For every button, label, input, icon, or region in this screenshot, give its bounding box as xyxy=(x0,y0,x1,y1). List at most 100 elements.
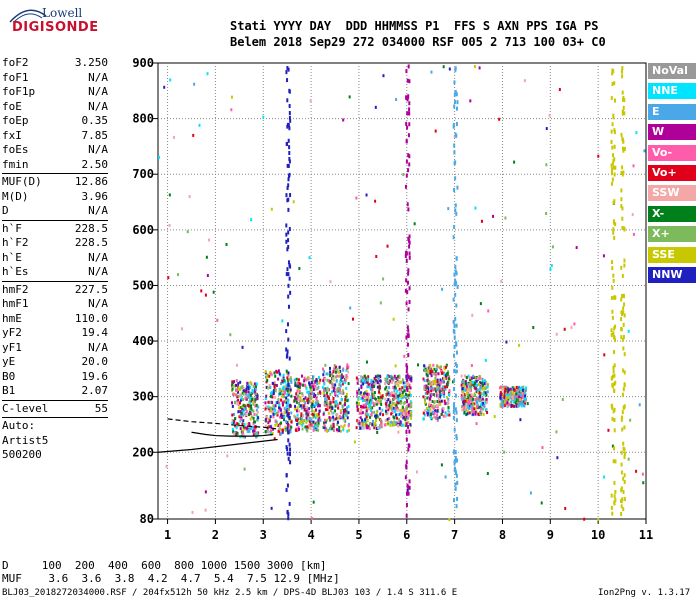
echo-point xyxy=(425,372,428,376)
echo-point xyxy=(329,380,332,384)
streak-point xyxy=(452,319,455,324)
streak-point xyxy=(622,322,625,327)
echo-point xyxy=(315,422,318,426)
echo-point xyxy=(322,391,325,395)
echo-point xyxy=(332,422,335,426)
echo-point xyxy=(357,398,360,402)
streak-point xyxy=(611,81,614,86)
echo-point xyxy=(363,419,366,423)
streak-point xyxy=(408,251,411,256)
echo-point xyxy=(226,454,229,458)
echo-point xyxy=(393,416,396,420)
echo-point xyxy=(252,384,255,388)
echo-point xyxy=(359,404,362,408)
echo-point xyxy=(500,398,503,402)
streak-point xyxy=(621,392,624,397)
streak-point xyxy=(452,409,455,414)
echo-point xyxy=(446,385,449,389)
echo-point xyxy=(324,402,327,406)
echo-point xyxy=(429,368,432,372)
streak-point xyxy=(285,193,288,198)
echo-point xyxy=(274,389,277,393)
echo-point xyxy=(329,399,332,403)
echo-point xyxy=(271,381,274,385)
echo-point xyxy=(314,387,317,391)
echo-point xyxy=(501,404,504,408)
echo-point xyxy=(268,374,271,378)
streak-point xyxy=(613,418,616,423)
streak-point xyxy=(452,328,455,333)
param-label: hmF2 xyxy=(2,282,29,296)
echo-point xyxy=(278,392,281,396)
echo-point xyxy=(373,410,376,414)
echo-point xyxy=(477,412,480,416)
echo-point xyxy=(443,399,446,403)
echo-point xyxy=(514,399,517,403)
streak-point xyxy=(285,272,288,277)
echo-point xyxy=(464,380,467,384)
echo-point xyxy=(517,392,520,396)
streak-point xyxy=(288,111,291,116)
echo-point xyxy=(511,404,514,408)
echo-point xyxy=(330,411,333,415)
echo-point xyxy=(301,427,304,431)
streak-point xyxy=(405,301,408,306)
echo-point xyxy=(470,387,473,391)
echo-point xyxy=(290,394,293,398)
echo-point xyxy=(366,406,369,410)
echo-point xyxy=(332,424,335,428)
echo-point xyxy=(409,377,412,381)
echo-point xyxy=(396,378,399,382)
echo-point xyxy=(359,416,362,420)
echo-point xyxy=(358,411,361,415)
echo-point xyxy=(344,380,347,384)
echo-point xyxy=(301,423,304,427)
param-row: foEp 0.35 xyxy=(2,114,108,129)
echo-point xyxy=(389,406,392,410)
echo-point xyxy=(485,398,488,402)
echo-point xyxy=(236,395,239,399)
streak-point xyxy=(404,475,407,480)
header-values: Belem 2018 Sep29 272 034000 RSF 005 2 71… xyxy=(230,35,606,49)
echo-point xyxy=(379,395,382,399)
streak-point xyxy=(620,511,623,516)
streak-point xyxy=(613,381,616,386)
echo-point xyxy=(322,379,325,383)
echo-point xyxy=(387,398,390,402)
echo-point xyxy=(269,429,272,433)
echo-point xyxy=(280,415,283,419)
echo-point xyxy=(384,397,387,401)
echo-point xyxy=(328,405,331,409)
echo-point xyxy=(431,381,434,385)
echo-point xyxy=(603,353,606,357)
streak-point xyxy=(611,285,614,290)
echo-point xyxy=(397,423,400,427)
echo-point xyxy=(247,393,250,397)
streak-point xyxy=(611,145,614,150)
echo-point xyxy=(338,425,341,429)
echo-point xyxy=(401,390,404,394)
streak-point xyxy=(454,208,457,213)
echo-point xyxy=(390,410,393,414)
echo-point xyxy=(329,401,332,405)
echo-point xyxy=(272,404,275,408)
echo-point xyxy=(404,418,407,422)
echo-point xyxy=(515,404,518,408)
echo-point xyxy=(367,413,370,417)
echo-point xyxy=(369,401,372,405)
echo-point xyxy=(336,404,339,408)
streak-point xyxy=(611,405,614,410)
echo-point xyxy=(349,306,352,310)
echo-point xyxy=(329,418,332,422)
echo-point xyxy=(339,388,342,392)
param-row: fxI 7.85 xyxy=(2,129,108,144)
echo-point xyxy=(426,391,429,395)
streak-point xyxy=(287,183,290,188)
echo-point xyxy=(254,404,257,408)
echo-point xyxy=(523,404,526,408)
echo-point xyxy=(575,246,578,250)
echo-point xyxy=(425,370,428,374)
trace-line xyxy=(191,431,273,437)
echo-point xyxy=(331,377,334,381)
echo-point xyxy=(336,428,339,432)
